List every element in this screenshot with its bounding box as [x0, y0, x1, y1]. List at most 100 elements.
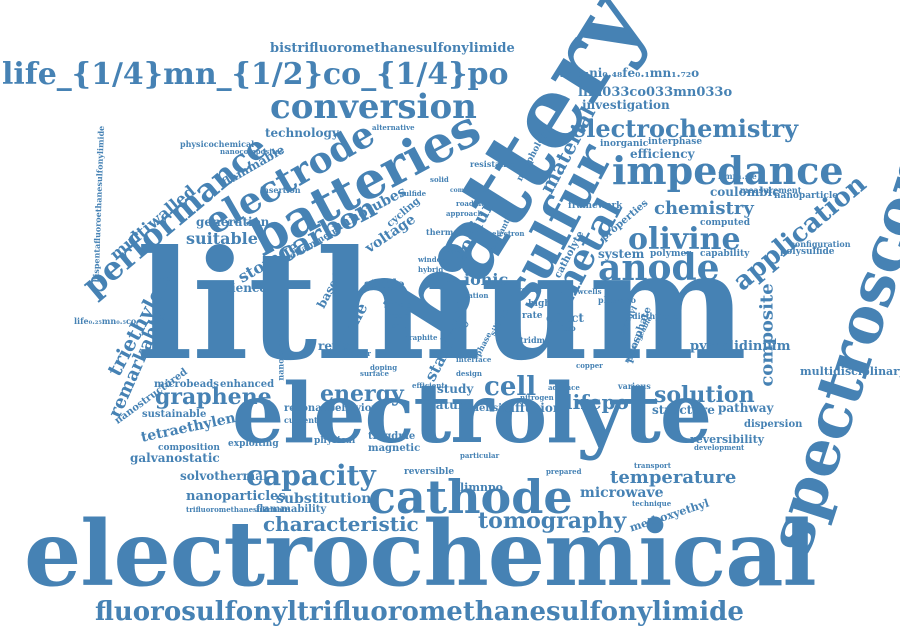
word-anode: anode: [598, 247, 720, 289]
word-doping: doping: [370, 363, 398, 372]
word-physical: physical: [314, 436, 356, 446]
word-reversible: reversible: [404, 467, 455, 477]
word-copper: copper: [576, 361, 603, 370]
word-substitution: substitution: [276, 491, 372, 507]
word-current: current: [284, 415, 318, 425]
word-particular: particular: [460, 451, 500, 460]
word-generation: generation: [196, 215, 270, 229]
word-electron: electron: [492, 229, 525, 238]
word-system: system: [598, 247, 645, 261]
word-characteristic: characteristic: [263, 512, 419, 536]
word-density: density: [472, 403, 513, 414]
word-licf: licf₃so: [548, 323, 576, 333]
word-spinel: spinel: [384, 301, 415, 311]
word-resistance: resistance: [470, 159, 517, 169]
word-advance: advance: [548, 383, 580, 392]
word-framework: framework: [568, 201, 623, 211]
word-window: window: [418, 255, 448, 264]
word-cation: cation: [464, 291, 489, 300]
word-high: high: [528, 299, 551, 309]
word-nanoparticle: nanoparticle: [774, 191, 838, 201]
word-resonance: resonance: [284, 403, 342, 414]
word-community: community: [450, 187, 488, 194]
word-electrochemistry: electrochemistry: [571, 114, 799, 143]
word-design: design: [456, 369, 482, 378]
word-tridme: tridme: [520, 335, 551, 345]
word-capability: capability: [700, 249, 750, 259]
word-measurement: measurement: [740, 185, 802, 195]
word-multidisciplinary: multidisciplinary: [800, 365, 900, 378]
word-exploiting: exploiting: [228, 439, 279, 449]
word-investigation: investigation: [582, 98, 670, 112]
word-composite: composite: [756, 283, 778, 387]
word-limnpo: limnpo: [460, 481, 504, 494]
word-surface: surface: [360, 369, 389, 378]
word-various: various: [618, 381, 651, 391]
word-efficient: efficient: [412, 381, 445, 390]
word-cathode: cathode: [368, 470, 573, 524]
word-conversion: conversion: [270, 87, 477, 127]
word-solution: solution: [654, 382, 755, 408]
word-prepared: prepared: [546, 467, 582, 476]
word-room: room: [390, 311, 411, 320]
word-microwave: microwave: [580, 485, 664, 501]
word-microbeads: microbeads: [154, 379, 219, 390]
word-rate: rate: [522, 311, 543, 321]
word-inorganic: inorganic: [600, 139, 649, 149]
word-graphene: graphene: [155, 384, 272, 410]
word-solvothermal: solvothermal: [180, 469, 268, 483]
word-magnetic: magnetic: [368, 443, 421, 454]
word-galvanostatic: galvanostatic: [130, 451, 220, 465]
word-effect: effect: [546, 311, 584, 325]
word-olivine: olivine: [628, 222, 741, 257]
word-sulfide: sulfide: [400, 189, 427, 198]
word-study: study: [437, 382, 474, 396]
word-life-small: life₀.₂₅mn₀.₅co: [74, 316, 137, 326]
word-diffusion: diffusion: [502, 401, 562, 415]
word-pathway: pathway: [718, 401, 774, 415]
word-stable: stable: [364, 277, 405, 291]
word-cyclic: cyclic: [446, 245, 469, 254]
word-bistrifluoro: bistrifluoromethanesulfonylimide: [270, 41, 515, 56]
word-roadmap: roadmap: [456, 199, 491, 208]
word-trifluoro: trifluoromethanesulfonate: [186, 505, 290, 514]
word-thermal: thermal: [426, 227, 462, 237]
word-nitrogen: nitrogen: [520, 393, 554, 402]
word-electrochemical: electrochemical: [24, 501, 817, 607]
word-technique: technique: [632, 499, 672, 508]
word-polymer: polymer: [650, 249, 691, 259]
word-transport: transport: [634, 461, 671, 470]
word-impedance: impedance: [612, 148, 844, 193]
word-solid: solid: [430, 175, 449, 184]
word-physicochemical: physicochemical: [180, 139, 255, 149]
word-hybrid: hybrid: [418, 265, 444, 274]
word-suitable: suitable: [186, 229, 258, 248]
word-efficiency: efficiency: [630, 147, 695, 161]
word-nanoparticles: nanoparticles: [186, 489, 286, 504]
word-lifepo: lifepo: [565, 390, 629, 414]
word-interface: interface: [456, 355, 492, 364]
word-nanocomposites: nanocomposites: [220, 147, 284, 156]
word-tregdme: tregdme: [368, 431, 416, 442]
word-approach: approach: [446, 209, 483, 218]
word-electrolyte: electrolyte: [232, 366, 712, 462]
word-cell: cell: [484, 372, 537, 402]
word-insertion: insertion: [260, 185, 301, 195]
word-chemistry: chemistry: [654, 198, 754, 219]
word-result: result: [518, 285, 542, 294]
word-life-formula: life_{1/4}mn_{1/2}co_{1/4}po: [2, 57, 509, 92]
word-reveal: reveal: [318, 339, 359, 353]
word-diethylene: diethylene: [632, 311, 679, 321]
word-behavior: behavior: [328, 403, 377, 414]
word-ionic: ionic: [464, 270, 509, 289]
word-temperature: temperature: [610, 467, 737, 488]
word-salt: salt: [392, 321, 407, 330]
word-phospho: phospho: [598, 295, 636, 305]
word-ether: ether: [350, 349, 371, 358]
word-science: science: [217, 281, 267, 295]
word-interphase: interphase: [648, 137, 703, 147]
word-dispersion: dispersion: [744, 419, 803, 430]
word-coulombic: coulombic: [710, 185, 780, 199]
word-technology: technology: [265, 126, 339, 140]
word-li-formula: li₁.₃₅ni₀.₄₈fe₀.₁mn₁.₇₂o: [560, 66, 700, 80]
